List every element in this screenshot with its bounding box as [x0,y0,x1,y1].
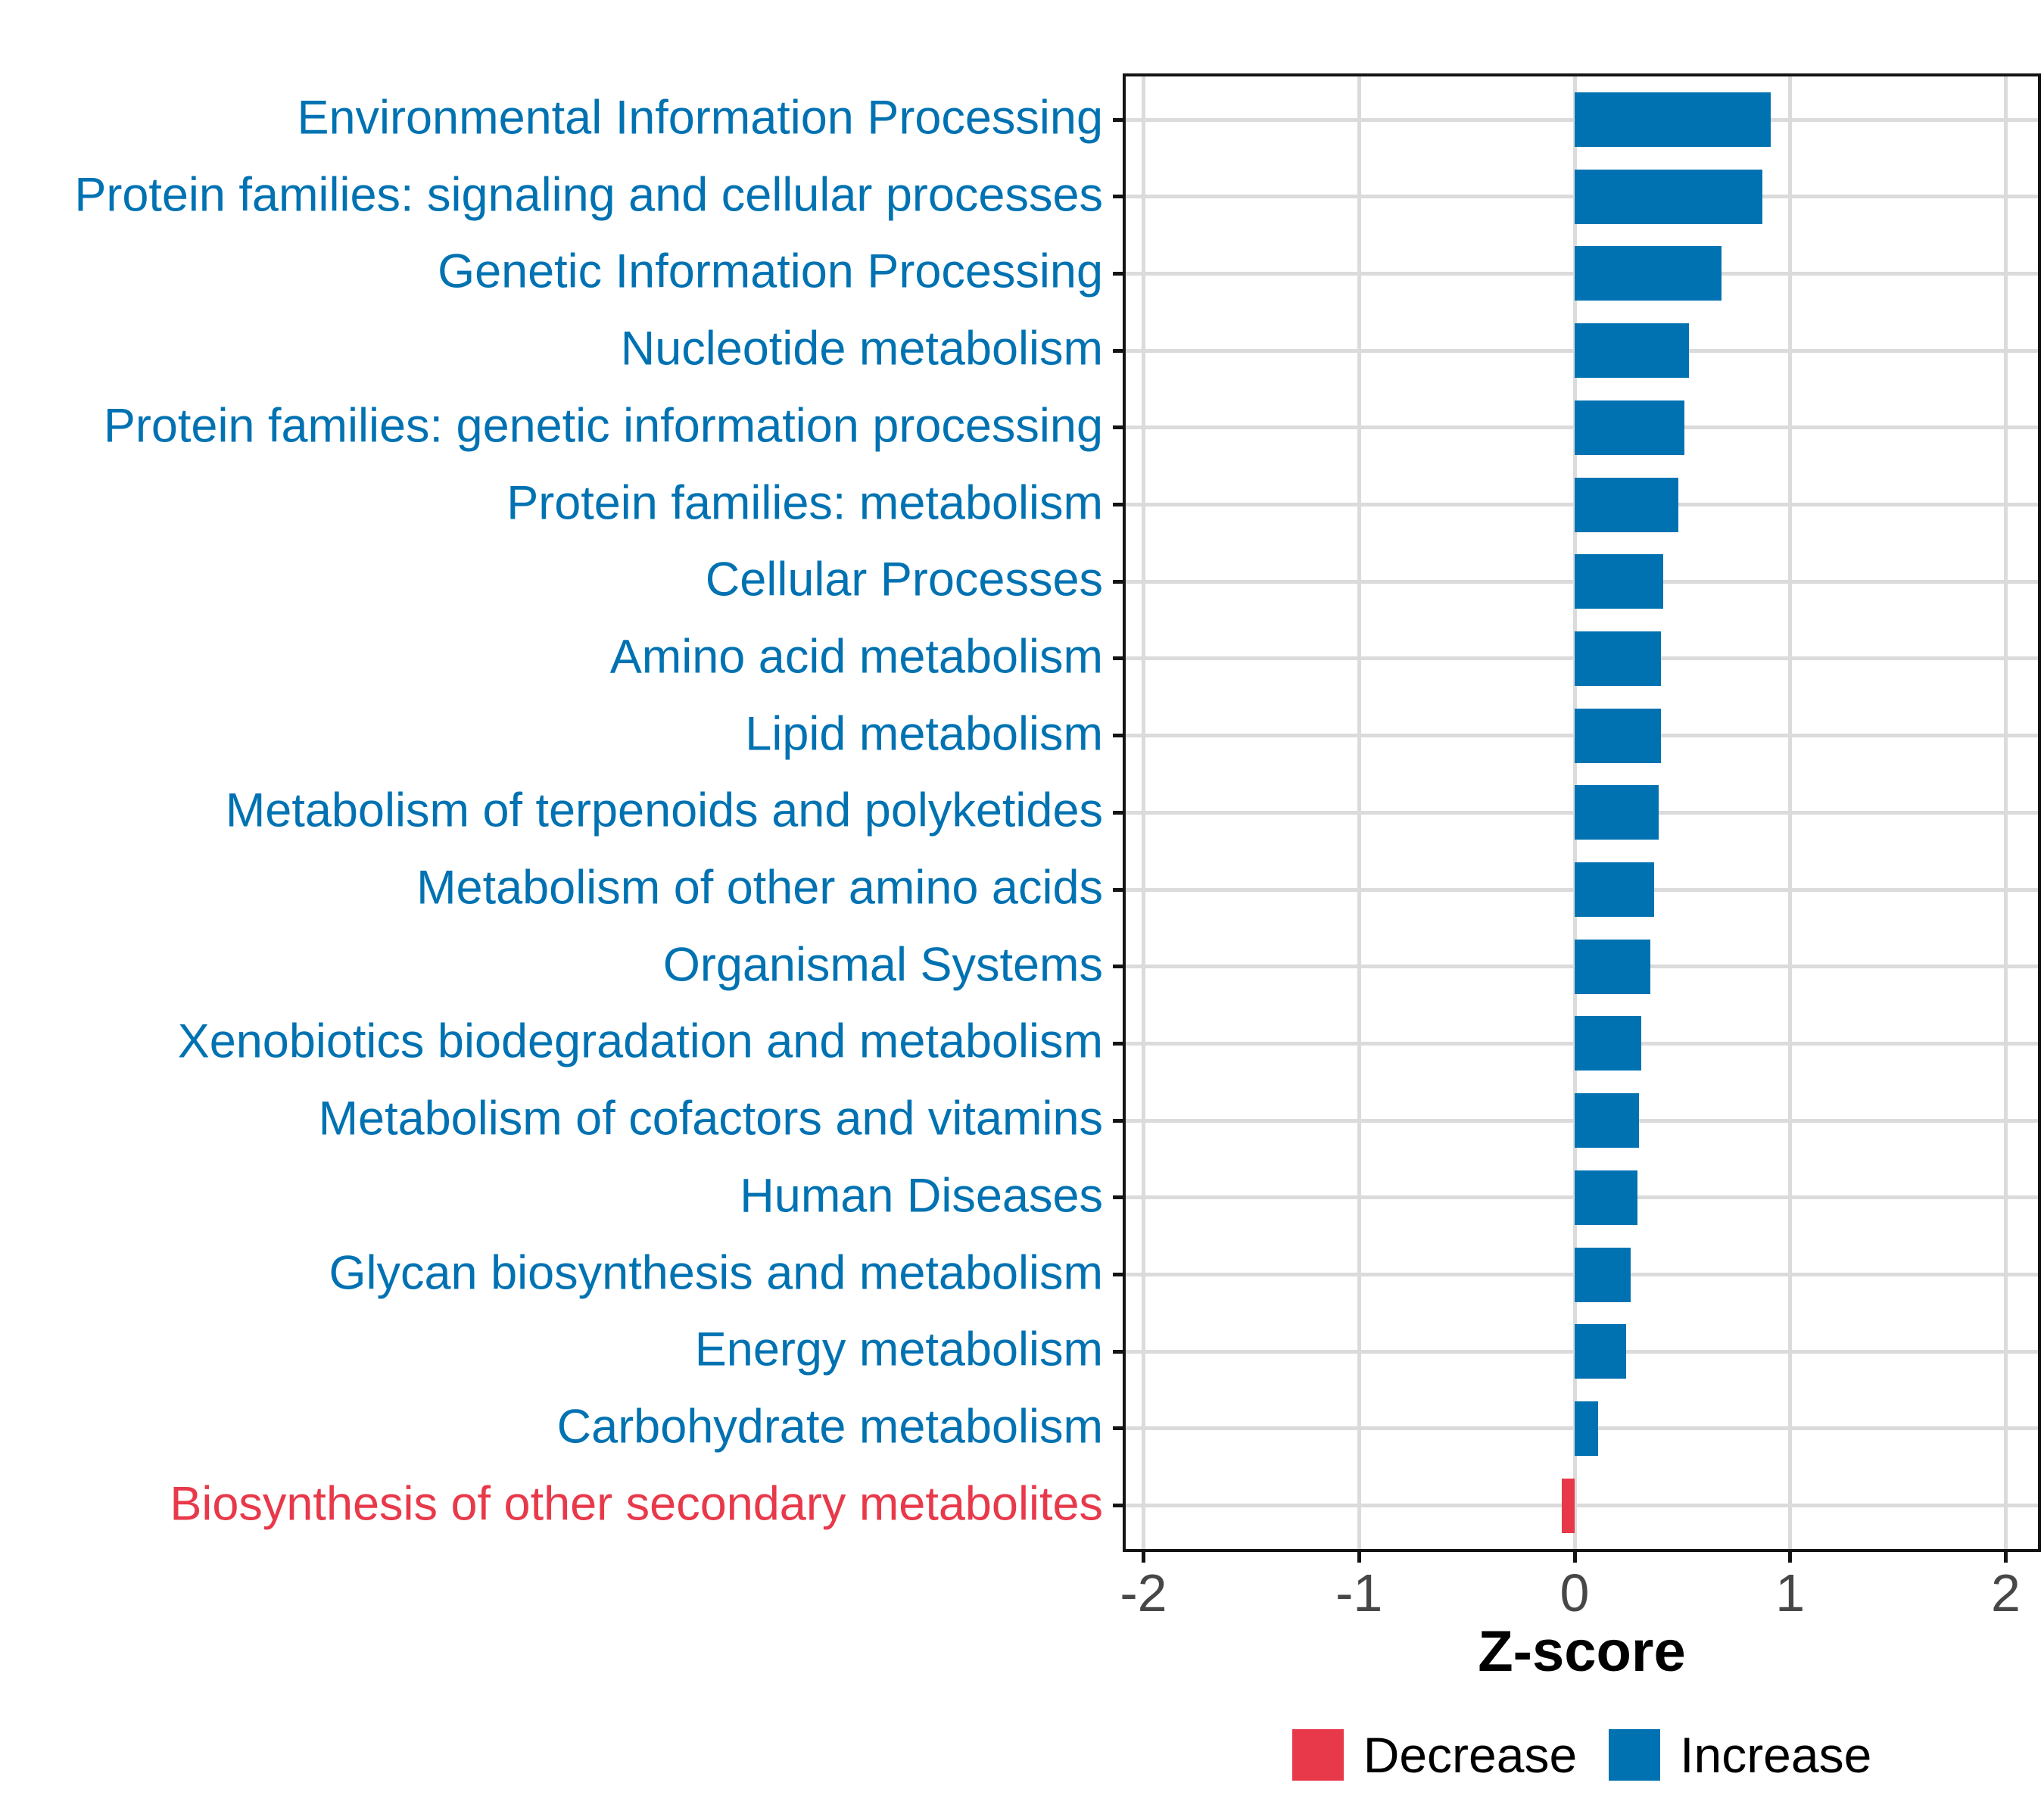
plot-panel [1123,73,2041,1552]
bar-increase [1575,1016,1642,1071]
bar-increase [1575,400,1685,455]
y-axis-category-label: Glycan biosynthesis and metabolism [329,1245,1104,1299]
y-axis-tick [1113,887,1123,892]
bar-increase [1575,477,1678,532]
legend-label-increase: Increase [1680,1727,1872,1783]
x-axis-tick [1788,1552,1793,1563]
y-axis-tick [1113,579,1123,584]
legend: Decrease Increase [1123,1726,2041,1784]
y-axis-category-label: Organismal Systems [662,937,1103,991]
y-axis-category-label: Metabolism of terpenoids and polyketides [225,784,1103,837]
y-axis-category-label: Nucleotide metabolism [620,322,1103,376]
y-axis-category-label: Protein families: signaling and cellular… [74,167,1103,221]
y-axis-tick [1113,656,1123,661]
y-axis-tick [1113,810,1123,815]
x-axis-tick [1357,1552,1361,1563]
bar-increase [1575,939,1650,994]
y-axis-category-label: Human Diseases [740,1169,1103,1223]
y-axis-tick [1113,1504,1123,1508]
y-axis-tick [1113,503,1123,506]
y-axis-tick [1113,734,1123,738]
y-axis-tick [1113,1195,1123,1200]
bar-increase [1575,169,1762,224]
legend-item-decrease: Decrease [1292,1726,1577,1784]
y-axis-category-label: Amino acid metabolism [609,630,1103,684]
x-axis-tick [2004,1552,2008,1563]
bar-increase [1575,92,1771,147]
x-axis-title: Z-score [1478,1619,1686,1684]
bar-increase [1575,785,1659,840]
bar-increase [1575,1170,1637,1225]
x-axis-tick [1142,1552,1145,1563]
increase-color-swatch [1609,1729,1661,1781]
y-axis-category-label: Protein families: metabolism [506,475,1103,529]
x-axis-tick-label: -1 [1335,1563,1383,1622]
y-axis-tick [1113,1349,1123,1354]
x-axis-tick-label: 0 [1559,1563,1590,1622]
bar-increase [1575,1324,1627,1379]
bar-increase [1575,554,1663,609]
bar-increase [1575,631,1661,686]
y-axis-tick [1113,1118,1123,1123]
legend-label-decrease: Decrease [1363,1727,1578,1783]
legend-item-increase: Increase [1609,1726,1871,1784]
y-axis-category-label: Metabolism of other amino acids [416,861,1103,915]
horizontal-gridline [1123,1504,2041,1508]
y-axis-category-label: Energy metabolism [694,1323,1103,1376]
x-axis-tick [1572,1552,1577,1563]
y-axis-tick [1113,425,1123,430]
y-axis-category-label: Environmental Information Processing [297,91,1103,145]
y-axis-category-label: Genetic Information Processing [438,245,1103,298]
bar-increase [1575,1093,1640,1148]
y-axis-category-label: Lipid metabolism [745,706,1103,760]
bar-increase [1575,862,1655,917]
x-axis-tick-label: 2 [1991,1563,2021,1622]
y-axis-category-label: Metabolism of cofactors and vitamins [318,1092,1103,1145]
y-axis-tick [1113,965,1123,969]
y-axis-tick [1113,348,1123,353]
x-axis-tick-label: -2 [1120,1563,1167,1622]
y-axis-tick [1113,1273,1123,1276]
x-axis-tick-label: 1 [1775,1563,1806,1622]
bar-decrease [1561,1478,1575,1533]
y-axis-tick [1113,117,1123,122]
bar-increase [1575,246,1722,301]
y-axis-tick [1113,1426,1123,1431]
y-axis-tick [1113,271,1123,276]
y-axis-category-label: Biosynthesis of other secondary metaboli… [170,1476,1103,1530]
bar-increase [1575,1247,1631,1302]
decrease-color-swatch [1292,1729,1344,1781]
bar-increase [1575,323,1689,379]
y-axis-category-label: Xenobiotics biodegradation and metabolis… [177,1014,1103,1068]
bar-increase [1575,1401,1599,1456]
y-axis-tick [1113,1041,1123,1046]
y-axis-category-label: Protein families: genetic information pr… [103,399,1103,453]
y-axis-category-label: Carbohydrate metabolism [556,1400,1103,1454]
y-axis-tick [1113,195,1123,199]
bar-increase [1575,708,1661,763]
y-axis-category-label: Cellular Processes [705,553,1103,606]
